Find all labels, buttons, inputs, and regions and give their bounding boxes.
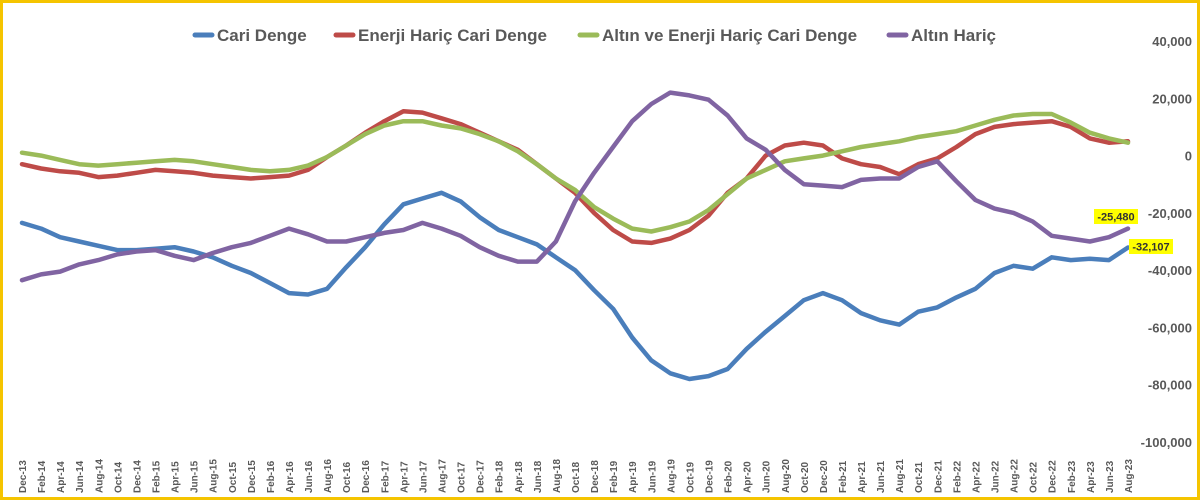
y-axis: 40,000 20,000 0 -20,000 -40,000 -60,000 -80,00… xyxy=(1141,34,1192,450)
x-tick-label: Oct-18 xyxy=(571,461,582,493)
x-tick-label: Aug-18 xyxy=(552,459,563,493)
legend-label: Enerji Hariç Cari Denge xyxy=(358,26,547,45)
x-tick-label: Jun-18 xyxy=(533,460,544,493)
x-tick-label: Dec-17 xyxy=(476,460,487,493)
x-tick-label: Jun-16 xyxy=(304,460,315,493)
x-tick-label: Oct-22 xyxy=(1029,461,1040,493)
x-tick-label: Aug-20 xyxy=(781,459,792,493)
x-tick-label: Oct-15 xyxy=(228,461,239,493)
x-tick-label: Jun-20 xyxy=(762,460,773,493)
x-tick-label: Dec-22 xyxy=(1048,460,1059,493)
x-tick-label: Jun-15 xyxy=(190,460,201,493)
y-tick-label: -20,000 xyxy=(1148,206,1192,221)
series-line-2 xyxy=(19,111,1131,234)
y-tick-label: -60,000 xyxy=(1148,320,1192,335)
x-tick-label: Jun-14 xyxy=(75,460,86,493)
series-line-3 xyxy=(19,90,1131,283)
x-tick-label: Apr-22 xyxy=(971,461,982,493)
x-tick-label: Aug-23 xyxy=(1124,459,1135,493)
y-tick-label: -80,000 xyxy=(1148,378,1192,393)
x-tick-label: Feb-17 xyxy=(380,460,391,493)
x-tick-label: Dec-16 xyxy=(361,460,372,493)
x-tick-label: Apr-20 xyxy=(743,461,754,493)
x-tick-label: Jun-23 xyxy=(1105,460,1116,493)
x-tick-label: Apr-19 xyxy=(628,461,639,493)
x-tick-label: Feb-14 xyxy=(37,460,48,493)
x-tick-label: Oct-20 xyxy=(800,461,811,493)
x-tick-label: Oct-21 xyxy=(914,461,925,493)
x-tick-label: Feb-21 xyxy=(838,460,849,493)
y-tick-label: 0 xyxy=(1185,149,1192,164)
y-tick-label: -40,000 xyxy=(1148,263,1192,278)
data-labels: -25,480 -32,107 xyxy=(1094,209,1173,254)
x-tick-label: Jun-17 xyxy=(418,460,429,493)
data-label: -25,480 xyxy=(1097,212,1134,224)
data-label: -32,107 xyxy=(1132,242,1169,254)
legend-label: Cari Denge xyxy=(217,26,307,45)
x-tick-label: Oct-16 xyxy=(342,461,353,493)
x-tick-label: Apr-23 xyxy=(1086,461,1097,493)
x-tick-label: Oct-17 xyxy=(457,461,468,493)
x-tick-label: Oct-14 xyxy=(113,461,124,493)
x-tick-label: Dec-20 xyxy=(819,460,830,493)
x-tick-label: Jun-21 xyxy=(876,460,887,493)
x-tick-label: Dec-15 xyxy=(247,460,258,493)
x-tick-label: Apr-21 xyxy=(857,461,868,493)
y-tick-label: -100,000 xyxy=(1141,435,1192,450)
x-tick-label: Apr-15 xyxy=(171,461,182,493)
x-tick-label: Aug-16 xyxy=(323,459,334,493)
x-tick-label: Feb-18 xyxy=(495,460,506,493)
series-line-0 xyxy=(19,190,1131,382)
x-tick-label: Aug-21 xyxy=(895,459,906,493)
x-tick-label: Apr-17 xyxy=(399,461,410,493)
x-tick-label: Apr-14 xyxy=(56,461,67,493)
legend-label: Altın ve Enerji Hariç Cari Denge xyxy=(602,26,857,45)
data-label-bg xyxy=(1129,239,1173,254)
x-tick-label: Feb-16 xyxy=(266,460,277,493)
x-tick-label: Aug-22 xyxy=(1010,459,1021,493)
x-tick-label: Jun-19 xyxy=(647,460,658,493)
x-axis: Dec-13 Feb-14 Apr-14 Jun-14 Aug-14 Oct-14 Dec-… xyxy=(18,459,1135,493)
x-tick-label: Dec-14 xyxy=(132,460,143,493)
x-tick-label: Aug-15 xyxy=(209,459,220,493)
plot-lines xyxy=(19,90,1131,382)
y-tick-label: 20,000 xyxy=(1152,91,1192,106)
x-tick-label: Feb-15 xyxy=(151,460,162,493)
x-tick-label: Feb-19 xyxy=(609,460,620,493)
x-tick-label: Dec-18 xyxy=(590,460,601,493)
x-tick-label: Feb-22 xyxy=(952,460,963,493)
x-tick-label: Jun-22 xyxy=(991,460,1002,493)
x-tick-label: Aug-19 xyxy=(666,459,677,493)
data-label-bg xyxy=(1094,209,1138,224)
x-tick-label: Aug-14 xyxy=(94,459,105,493)
x-tick-label: Dec-21 xyxy=(933,460,944,493)
x-tick-label: Feb-20 xyxy=(724,460,735,493)
x-tick-label: Oct-19 xyxy=(685,461,696,493)
x-tick-label: Apr-18 xyxy=(514,461,525,493)
legend: Cari Denge Enerji Hariç Cari Denge Altın v… xyxy=(192,26,996,45)
x-tick-label: Aug-17 xyxy=(438,459,449,493)
legend-label: Altın Hariç xyxy=(911,26,996,45)
x-tick-label: Dec-19 xyxy=(704,460,715,493)
y-tick-label: 40,000 xyxy=(1152,34,1192,49)
x-tick-label: Apr-16 xyxy=(285,461,296,493)
x-tick-label: Feb-23 xyxy=(1067,460,1078,493)
x-tick-label: Dec-13 xyxy=(18,460,29,493)
